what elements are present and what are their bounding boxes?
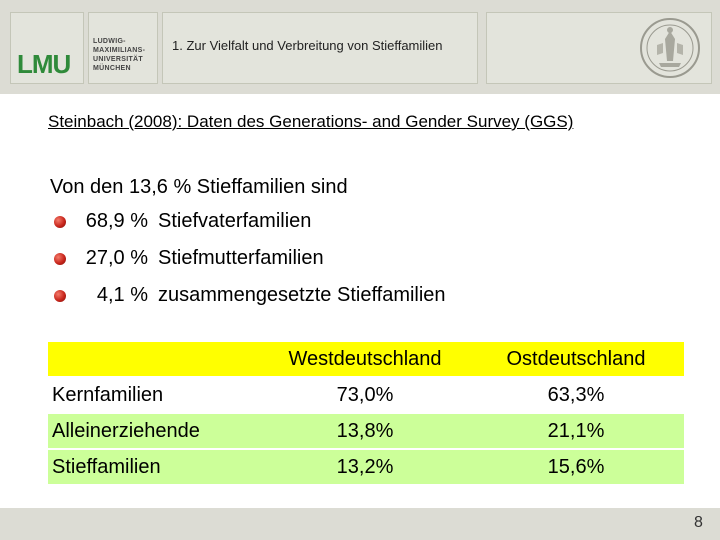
- bullet-item: 27,0 % Stiefmutterfamilien: [54, 247, 574, 271]
- table-cell: 13,8%: [336, 420, 394, 442]
- university-name-box: LUDWIG- MAXIMILIANS- UNIVERSITÄT MÜNCHEN: [88, 12, 158, 84]
- university-line: MÜNCHEN: [93, 65, 131, 72]
- intro-text: Von den 13,6 % Stieffamilien sind: [50, 176, 348, 198]
- university-line: LUDWIG-: [93, 38, 126, 45]
- table-cell: Alleinerziehende: [52, 420, 200, 442]
- table-cell: 13,2%: [336, 456, 394, 478]
- bullet-percent: 27,0 %: [85, 247, 148, 269]
- bullet-label: zusammengesetzte Stieffamilien: [158, 284, 446, 306]
- table-cell: 15,6%: [547, 456, 605, 478]
- university-line: MAXIMILIANS-: [93, 47, 146, 54]
- bullet-dot-icon: [54, 290, 66, 302]
- university-seal-icon: [640, 18, 700, 78]
- bullet-dot-icon: [54, 253, 66, 265]
- family-types-table: Westdeutschland Ostdeutschland Kernfamil…: [48, 342, 684, 484]
- table-cell: Stieffamilien: [52, 456, 161, 478]
- bullet-percent: 4,1 %: [96, 284, 148, 306]
- header-bar: LMU LUDWIG- MAXIMILIANS- UNIVERSITÄT MÜN…: [0, 0, 720, 94]
- table-cell: Kernfamilien: [52, 384, 164, 406]
- table-cell: 73,0%: [336, 384, 394, 406]
- bullet-percent: 68,9 %: [85, 210, 148, 232]
- table-header-cell: Westdeutschland: [288, 348, 442, 370]
- slide-title-box: 1. Zur Vielfalt und Verbreitung von Stie…: [162, 12, 478, 84]
- table-header-cell: Ostdeutschland: [506, 348, 646, 370]
- table-cell: 63,3%: [547, 384, 605, 406]
- bullet-label: Stiefmutterfamilien: [158, 247, 324, 269]
- lmu-logo: LMU: [10, 12, 84, 84]
- bullet-item: 68,9 % Stiefvaterfamilien: [54, 210, 574, 234]
- table-row: Kernfamilien 73,0% 63,3%: [48, 378, 684, 412]
- table-cell: 21,1%: [547, 420, 605, 442]
- lmu-logo-text: LMU: [17, 49, 71, 79]
- slide-title: 1. Zur Vielfalt und Verbreitung von Stie…: [172, 38, 443, 53]
- table-header-row: Westdeutschland Ostdeutschland: [48, 342, 684, 376]
- university-name: LUDWIG- MAXIMILIANS- UNIVERSITÄT MÜNCHEN: [93, 37, 145, 73]
- table-header-cell: [48, 342, 262, 376]
- bullet-item: 4,1 % zusammengesetzte Stieffamilien: [54, 284, 574, 308]
- bullet-dot-icon: [54, 216, 66, 228]
- page-number: 8: [694, 514, 703, 531]
- table-row: Alleinerziehende 13,8% 21,1%: [48, 414, 684, 448]
- table-row: Stieffamilien 13,2% 15,6%: [48, 450, 684, 484]
- bullet-label: Stiefvaterfamilien: [158, 210, 312, 232]
- seal-box: [486, 12, 712, 84]
- source-subtitle: Steinbach (2008): Daten des Generations-…: [48, 112, 574, 131]
- university-line: UNIVERSITÄT: [93, 56, 143, 63]
- footer-bar: [0, 508, 720, 540]
